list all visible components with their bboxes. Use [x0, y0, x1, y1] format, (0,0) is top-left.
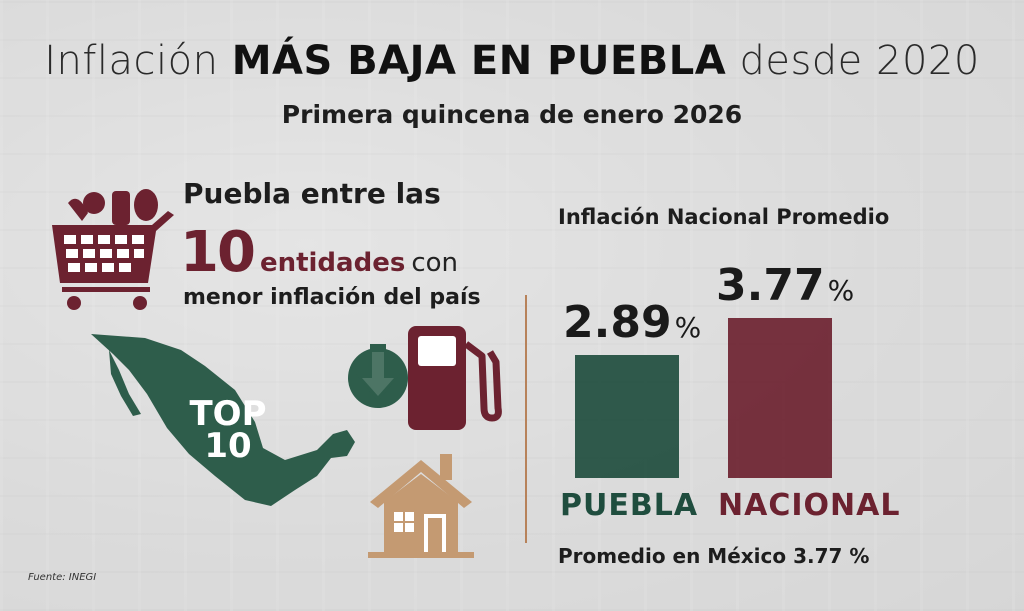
headline-line-3: menor inflación del país	[183, 285, 481, 310]
fuel-pump-icon	[408, 326, 502, 430]
top10-badge: TOP 10	[189, 394, 267, 466]
mexico-map-icon	[91, 334, 355, 506]
down-arrow-icon	[348, 344, 408, 408]
con-label: con	[411, 248, 458, 278]
section-divider	[525, 295, 527, 543]
shopping-basket-icon	[52, 189, 174, 310]
entidades-label: entidades	[259, 248, 406, 278]
page-title: Inflación MÁS BAJA EN PUEBLA desde 2020	[44, 38, 980, 84]
top-number: 10	[180, 220, 256, 285]
category-label-puebla: PUEBLA	[560, 488, 699, 523]
headline-line-1: Puebla entre las	[183, 177, 441, 210]
chart-title: Inflación Nacional Promedio	[558, 205, 890, 229]
headline-line-2: 10 entidades con	[180, 220, 458, 285]
category-label-nacional: NACIONAL	[718, 488, 901, 523]
chart-footnote: Promedio en México 3.77 %	[558, 544, 870, 568]
house-icon	[368, 454, 474, 558]
value-label-nacional: 3.77%	[716, 260, 855, 311]
page-subtitle: Primera quincena de enero 2026	[281, 100, 743, 129]
source-credit: Fuente: INEGI	[28, 572, 97, 583]
bar-nacional	[728, 318, 832, 478]
bar-puebla	[575, 355, 679, 478]
value-label-puebla: 2.89%	[563, 297, 702, 349]
